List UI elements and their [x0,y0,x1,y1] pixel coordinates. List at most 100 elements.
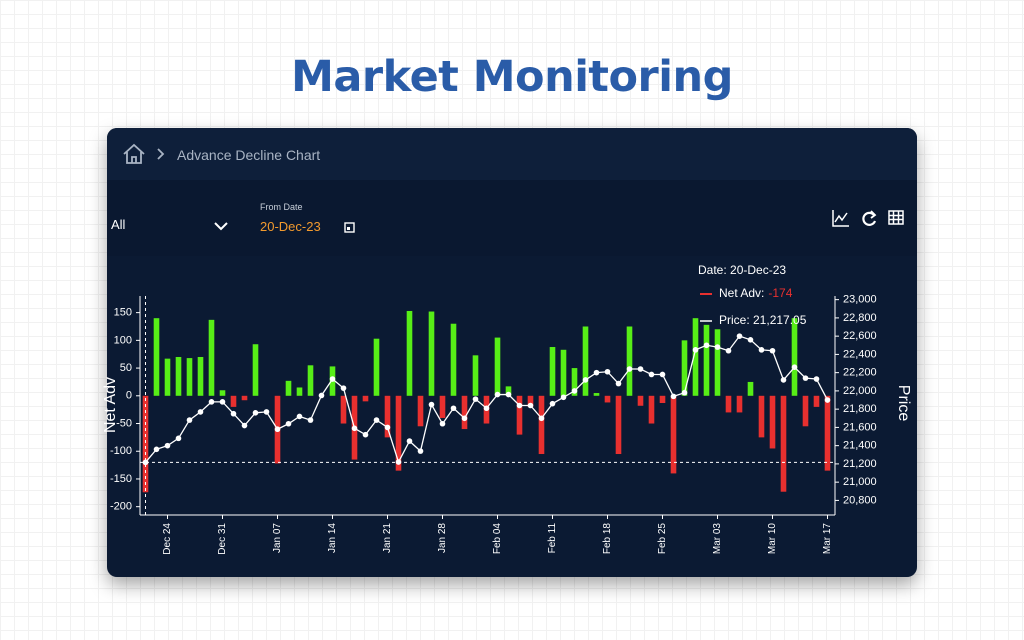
bar [593,393,600,396]
bar [461,395,468,430]
price-point [505,391,512,398]
price-point [439,420,446,427]
bar [692,318,699,396]
bar [373,338,380,396]
y2-tick-label: 22,000 [843,385,877,397]
price-point [450,405,457,412]
calendar-icon[interactable] [343,220,357,234]
bar [549,347,556,396]
from-date-value[interactable]: 20-Dec-23 [260,219,321,234]
bar [714,329,721,396]
y2-tick-label: 20,800 [843,494,877,506]
bar [175,356,182,396]
price-point [285,420,292,427]
bar [395,395,402,471]
bar [153,318,160,396]
x-tick-label: Jan 28 [437,523,448,553]
y-tick-label: 150 [114,307,132,319]
panel: Advance Decline Chart All From Date 20-D… [107,128,917,577]
price-point [516,402,523,409]
price-point [241,422,248,429]
bar [219,390,226,396]
breadcrumb-bar: Advance Decline Chart [107,128,917,180]
y-axis-label: Net Adv [102,377,119,433]
price-point [538,415,545,422]
bar [472,355,479,396]
dropdown-arrow[interactable] [212,216,232,236]
bar [516,395,523,435]
price-point [373,417,380,423]
bar [560,349,567,396]
price-point [428,401,435,408]
bar [824,395,831,471]
price-point [824,397,831,403]
y-tick-label: -50 [116,417,132,429]
price-point [329,376,336,382]
price-point [186,417,193,423]
bar [747,381,754,396]
bar [197,356,204,396]
price-point [527,402,534,409]
y2-tick-label: 21,000 [843,476,877,488]
bar [571,368,578,396]
bar [648,395,655,424]
price-point [703,342,710,349]
tooltip-net-adv: Net Adv: -174 [719,286,793,300]
y-tick-label: 50 [120,362,132,374]
table-icon[interactable] [888,210,904,225]
bar [285,380,292,396]
price-point [274,426,281,433]
x-tick-label: Jan 21 [382,523,393,553]
price-point [791,364,798,370]
breadcrumb-text[interactable]: Advance Decline Chart [177,147,321,163]
from-date-label: From Date [260,202,303,212]
home-icon[interactable] [123,143,145,164]
toolbar-icons [832,210,904,227]
bar [791,318,798,396]
x-tick-label: Mar 17 [822,523,833,555]
bar [428,311,435,396]
bar [296,387,303,396]
price-point [615,380,622,387]
filter-bar: All From Date 20-Dec-23 [107,180,917,256]
bar [659,395,666,404]
bar [494,337,501,396]
price-point [142,459,149,466]
price-point [483,405,490,412]
price-point [714,344,721,350]
price-point [340,385,347,391]
y2-tick-label: 23,000 [843,294,877,306]
price-point [307,417,314,423]
bar [450,323,457,396]
x-tick-label: Dec 24 [162,523,173,555]
bar [604,395,611,403]
dropdown-value[interactable]: All [111,217,126,232]
chart-icon[interactable] [832,210,849,227]
price-point [681,389,688,396]
price-point [648,371,655,378]
price-point [153,446,160,453]
bar [362,395,369,402]
price-point [494,391,501,398]
bar [626,326,633,396]
bar [813,395,820,407]
x-tick-label: Feb 11 [547,523,558,554]
price-point [571,388,578,394]
price-point [164,442,171,449]
y2-tick-label: 21,400 [843,440,877,452]
bar [505,386,512,396]
price-point [417,448,424,454]
tooltip-net-adv-value: -174 [768,286,792,300]
price-point [175,435,182,442]
price-point [747,337,754,343]
bar [252,344,259,396]
chevron-icon [157,148,165,160]
x-tick-label: Dec 31 [217,523,228,555]
bar [186,358,193,396]
price-point [318,392,325,399]
bar [769,395,776,449]
bar [802,395,809,427]
bar [758,395,765,438]
tooltip-date: Date: 20-Dec-23 [698,263,786,277]
refresh-icon[interactable] [862,210,877,226]
